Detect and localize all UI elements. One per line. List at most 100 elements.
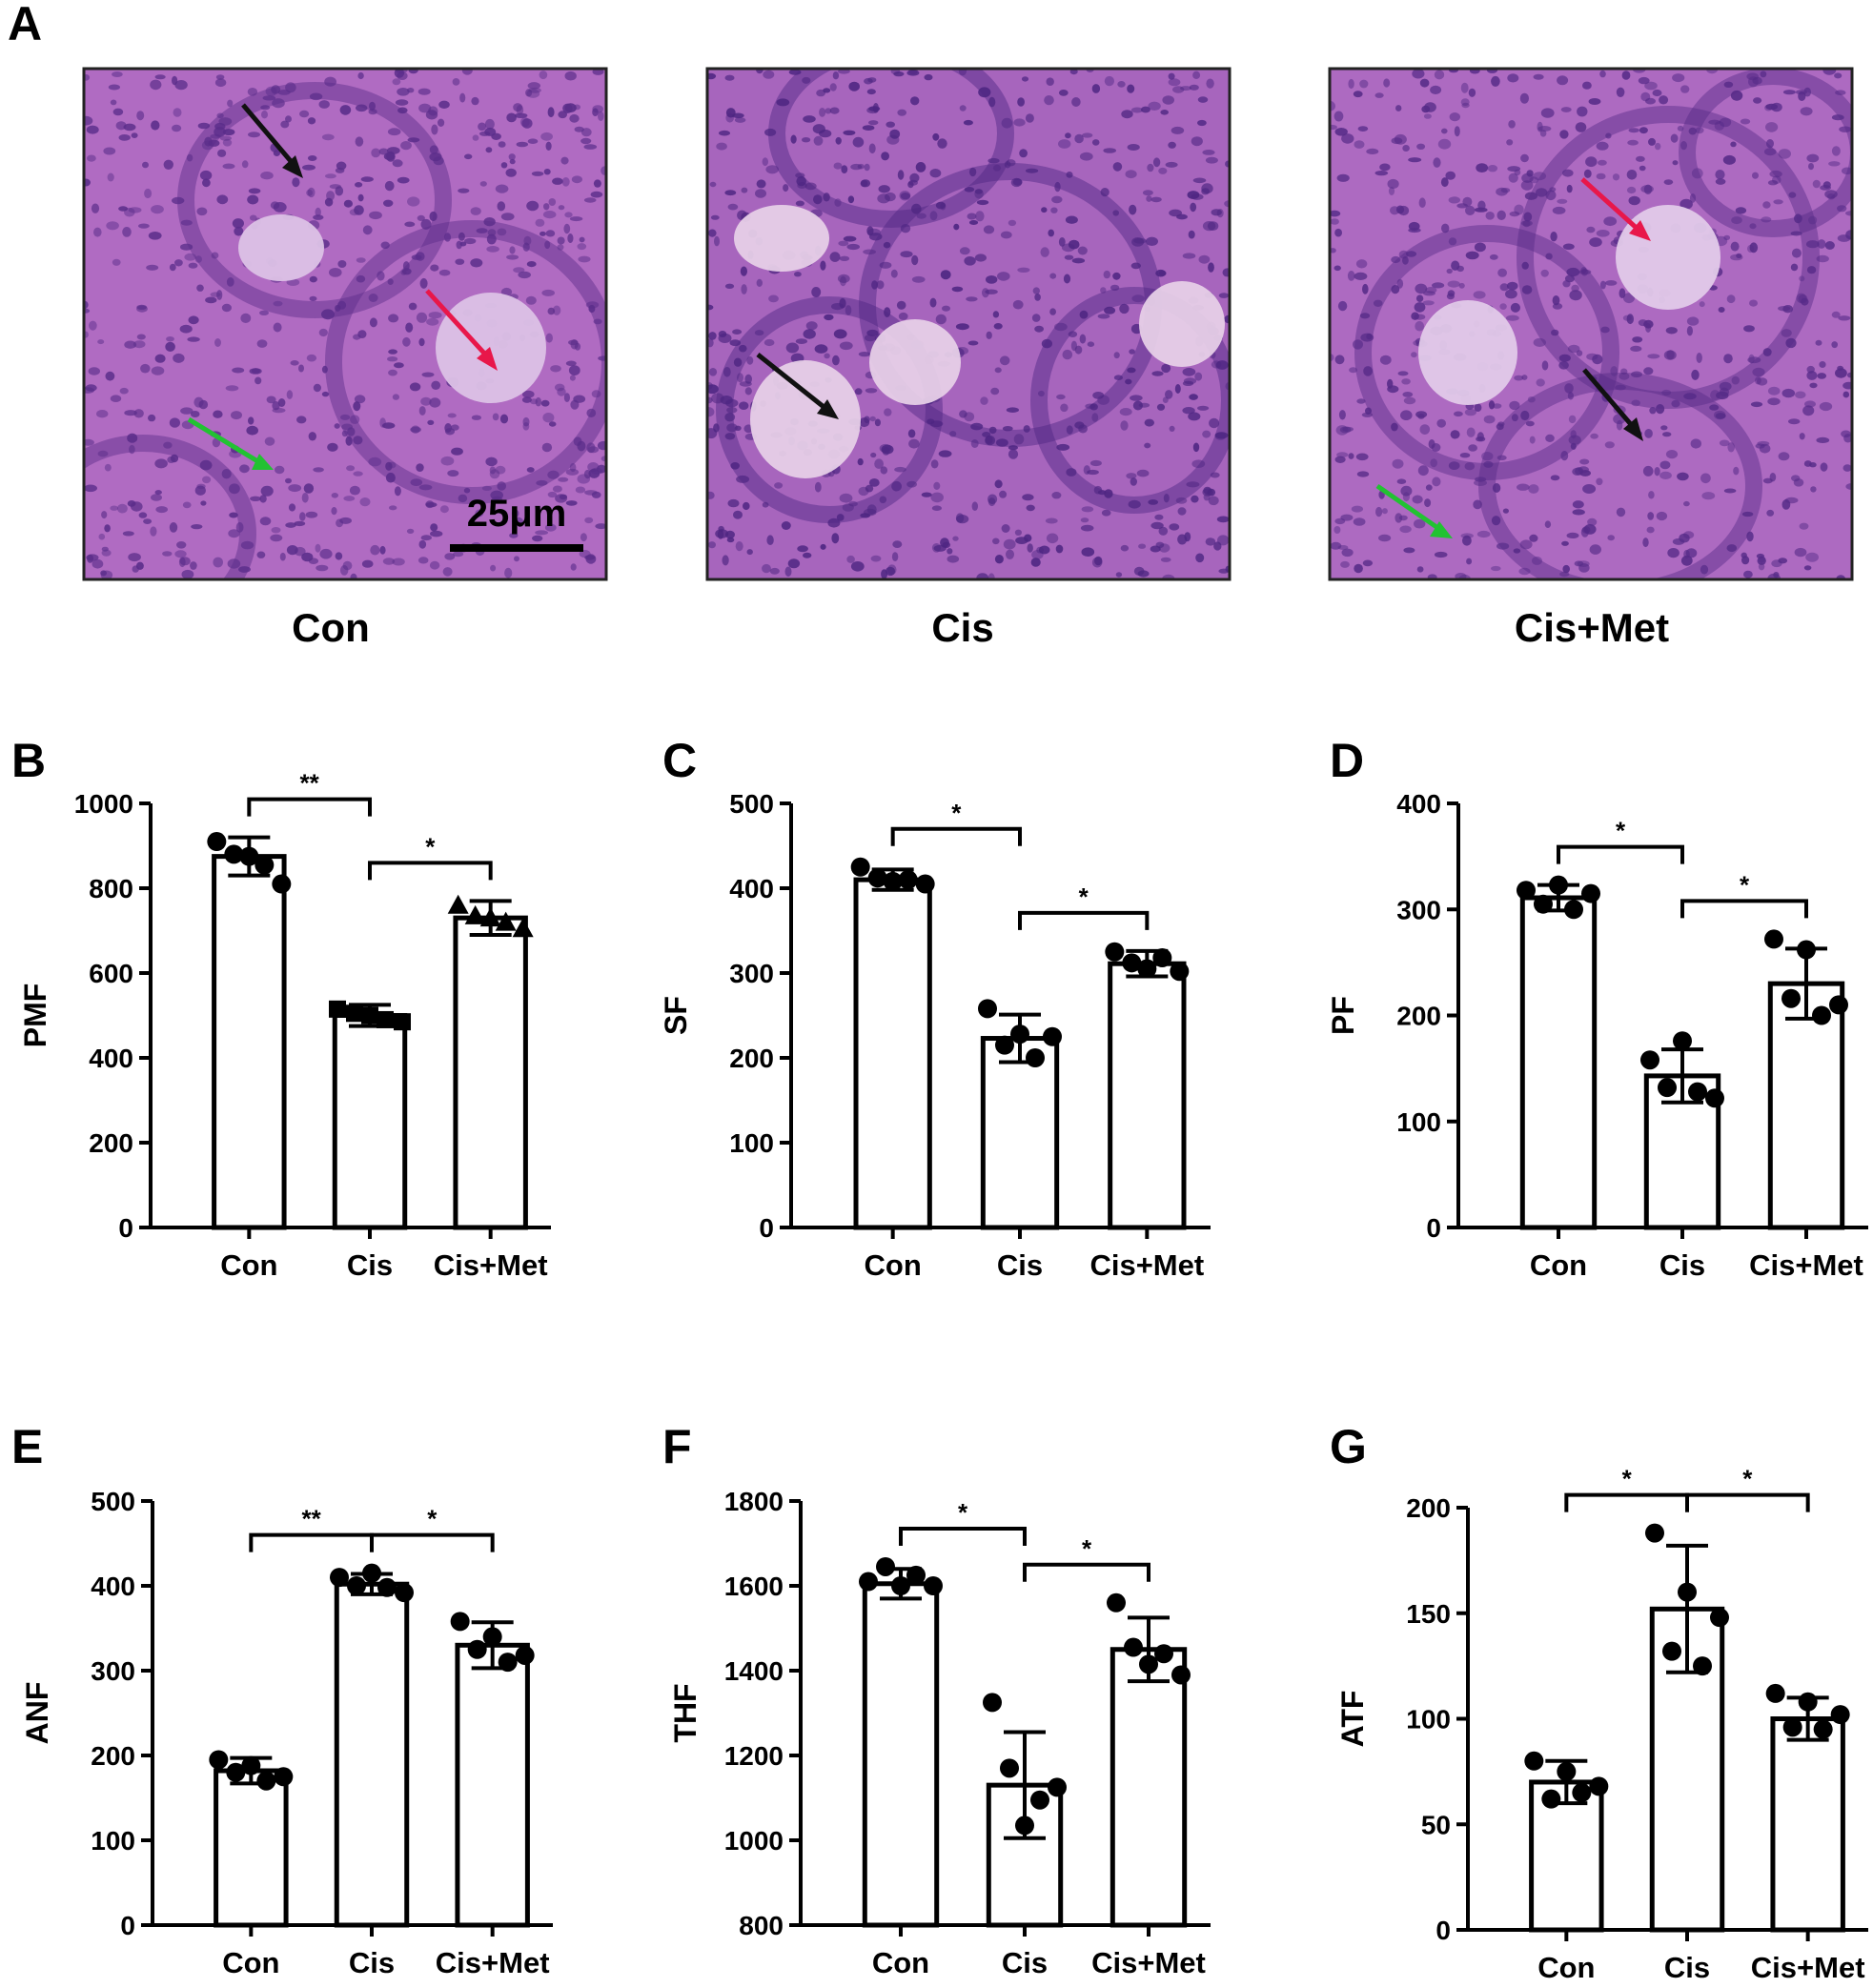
cell-nucleus xyxy=(429,211,438,222)
cell-nucleus xyxy=(275,465,285,475)
cell-nucleus xyxy=(1458,282,1465,289)
cell-nucleus xyxy=(191,524,203,530)
cell-nucleus xyxy=(392,558,405,566)
cell-nucleus xyxy=(598,111,604,121)
cell-nucleus xyxy=(548,198,557,206)
cell-nucleus xyxy=(870,555,882,562)
cell-nucleus xyxy=(1586,226,1596,233)
cell-nucleus xyxy=(514,556,519,562)
cell-nucleus xyxy=(1208,496,1219,506)
cell-nucleus xyxy=(959,105,967,112)
cell-nucleus xyxy=(994,555,1004,564)
cell-nucleus xyxy=(1605,132,1612,139)
cell-nucleus xyxy=(108,84,120,91)
cell-nucleus xyxy=(1208,262,1214,273)
cell-nucleus xyxy=(1395,105,1402,112)
cell-nucleus xyxy=(906,70,920,76)
cell-nucleus xyxy=(1330,218,1339,225)
cell-nucleus xyxy=(1087,469,1099,476)
cell-nucleus xyxy=(987,573,995,579)
cell-nucleus xyxy=(428,312,442,319)
cell-nucleus xyxy=(536,479,548,486)
cell-nucleus xyxy=(459,92,466,103)
cell-nucleus xyxy=(910,96,920,106)
cell-nucleus xyxy=(1375,506,1383,517)
cell-nucleus xyxy=(848,500,858,507)
cell-nucleus xyxy=(762,563,771,574)
cell-nucleus xyxy=(926,418,935,425)
cell-nucleus xyxy=(1489,254,1498,260)
cell-nucleus xyxy=(1359,313,1371,319)
cell-nucleus xyxy=(1794,213,1802,224)
cell-nucleus xyxy=(859,417,870,428)
cell-nucleus xyxy=(1209,417,1220,429)
cell-nucleus xyxy=(1177,507,1187,516)
y-tick-label: 200 xyxy=(729,1044,774,1073)
cell-nucleus xyxy=(1582,484,1597,494)
cell-nucleus xyxy=(540,231,546,236)
cell-nucleus xyxy=(1599,70,1606,78)
cell-nucleus xyxy=(1819,401,1833,412)
cell-nucleus xyxy=(1519,92,1529,104)
significance-label: ** xyxy=(302,1505,322,1533)
cell-nucleus xyxy=(886,564,897,576)
cell-nucleus xyxy=(1070,340,1077,352)
cell-nucleus xyxy=(1151,371,1164,376)
cell-nucleus xyxy=(213,410,223,418)
cell-nucleus xyxy=(1061,243,1075,253)
cell-nucleus xyxy=(980,396,988,405)
cell-nucleus xyxy=(1596,172,1606,180)
scale-bar: 25μm xyxy=(450,493,583,552)
cell-nucleus xyxy=(557,387,566,396)
cell-nucleus xyxy=(729,339,742,347)
y-tick-label: 400 xyxy=(91,1572,135,1601)
cell-nucleus xyxy=(547,491,558,498)
cell-nucleus xyxy=(1566,532,1579,539)
cell-nucleus xyxy=(1058,90,1069,96)
cell-nucleus xyxy=(427,419,435,425)
cell-nucleus xyxy=(452,78,460,86)
cell-nucleus xyxy=(1514,375,1524,381)
cell-nucleus xyxy=(1521,172,1534,183)
cell-nucleus xyxy=(341,430,348,437)
y-tick-label: 200 xyxy=(89,1128,133,1158)
cell-nucleus xyxy=(1071,97,1081,107)
cell-nucleus xyxy=(870,452,877,458)
significance-label: * xyxy=(425,832,436,861)
significance-bracket xyxy=(249,1532,374,1552)
cell-nucleus xyxy=(461,69,473,75)
cell-nucleus xyxy=(1460,82,1469,93)
cell-nucleus xyxy=(1006,159,1016,167)
cell-nucleus xyxy=(1203,494,1211,501)
cell-nucleus xyxy=(1507,73,1519,83)
cell-nucleus xyxy=(256,339,268,348)
cell-nucleus xyxy=(570,563,577,571)
cell-nucleus xyxy=(823,193,830,202)
cell-nucleus xyxy=(890,69,901,75)
cell-nucleus xyxy=(1523,212,1533,222)
cell-nucleus xyxy=(1491,565,1501,572)
significance-bracket xyxy=(370,1532,495,1552)
cell-nucleus xyxy=(438,100,450,110)
cell-nucleus xyxy=(1537,126,1552,132)
cell-nucleus xyxy=(392,78,401,86)
cell-nucleus xyxy=(1762,201,1771,209)
cell-nucleus xyxy=(86,125,99,134)
cell-nucleus xyxy=(587,462,600,472)
cell-nucleus xyxy=(110,505,118,511)
cell-nucleus xyxy=(205,296,217,304)
cell-nucleus xyxy=(513,267,525,274)
cell-nucleus xyxy=(1138,402,1150,408)
cell-nucleus xyxy=(476,228,488,233)
cell-nucleus xyxy=(884,307,891,317)
cell-nucleus xyxy=(983,225,995,234)
cell-nucleus xyxy=(1545,253,1553,260)
cell-nucleus xyxy=(1201,188,1210,195)
cell-nucleus xyxy=(1127,144,1140,151)
cell-nucleus xyxy=(1765,122,1779,132)
cell-nucleus xyxy=(1440,177,1449,188)
cell-nucleus xyxy=(1579,458,1590,465)
cell-nucleus xyxy=(1419,424,1431,435)
cell-nucleus xyxy=(1433,157,1441,168)
